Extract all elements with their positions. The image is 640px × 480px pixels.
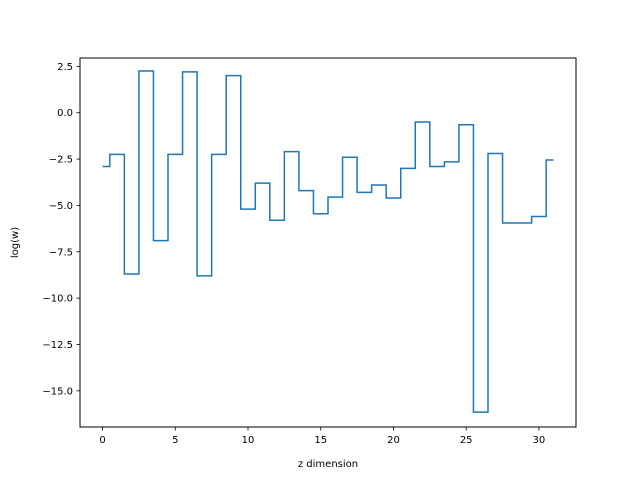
- y-tick-label: −2.5: [49, 155, 73, 166]
- y-tick-label: −7.5: [49, 247, 73, 258]
- y-axis-label: log(w): [10, 227, 21, 258]
- x-tick-label: 25: [460, 435, 473, 446]
- x-tick-label: 20: [387, 435, 400, 446]
- y-tick-label: 2.5: [57, 62, 73, 73]
- plot-area: [102, 70, 554, 413]
- axes-frame: [79, 57, 577, 428]
- x-tick-label: 15: [314, 435, 327, 446]
- x-axis-label: z dimension: [298, 459, 358, 470]
- y-axis-ticks: 2.5 0.0 −2.5 −5.0 −7.5 −10.0 −12.5 −15.0: [42, 62, 80, 397]
- y-tick-label: −10.0: [42, 294, 73, 305]
- x-tick-label: 5: [172, 435, 178, 446]
- x-tick-label: 10: [242, 435, 255, 446]
- x-tick-label: 30: [533, 435, 546, 446]
- y-tick-label: −5.0: [49, 201, 73, 212]
- series-line-0: [102, 70, 554, 413]
- x-tick-label: 0: [99, 435, 105, 446]
- y-tick-label: −15.0: [42, 386, 73, 397]
- y-tick-label: −12.5: [42, 340, 73, 351]
- y-tick-label: 0.0: [57, 108, 73, 119]
- x-axis-ticks: 0 5 10 15 20 25 30: [99, 427, 545, 446]
